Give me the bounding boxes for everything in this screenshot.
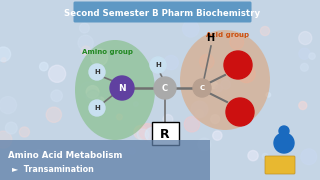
Circle shape bbox=[184, 116, 200, 132]
Circle shape bbox=[81, 46, 91, 55]
Circle shape bbox=[164, 55, 178, 70]
Circle shape bbox=[154, 77, 176, 99]
Circle shape bbox=[279, 126, 289, 136]
Circle shape bbox=[137, 129, 149, 141]
Text: Amino group: Amino group bbox=[83, 49, 133, 55]
Circle shape bbox=[134, 125, 148, 139]
Circle shape bbox=[145, 127, 159, 141]
Circle shape bbox=[300, 63, 308, 71]
Text: Amino Acid Metabolism: Amino Acid Metabolism bbox=[8, 150, 122, 159]
Circle shape bbox=[97, 97, 104, 105]
Circle shape bbox=[211, 82, 218, 89]
Circle shape bbox=[36, 149, 41, 154]
Circle shape bbox=[2, 58, 6, 62]
Circle shape bbox=[121, 13, 127, 19]
Circle shape bbox=[154, 125, 165, 137]
Circle shape bbox=[80, 82, 97, 99]
Circle shape bbox=[260, 26, 269, 36]
Circle shape bbox=[150, 57, 166, 73]
Circle shape bbox=[221, 80, 230, 89]
Text: H: H bbox=[206, 33, 214, 43]
Text: R: R bbox=[160, 127, 170, 141]
Circle shape bbox=[301, 149, 317, 165]
Circle shape bbox=[89, 100, 105, 116]
Circle shape bbox=[182, 21, 199, 37]
Circle shape bbox=[51, 90, 62, 102]
Text: C: C bbox=[199, 85, 204, 91]
Circle shape bbox=[0, 131, 12, 148]
Circle shape bbox=[211, 115, 220, 123]
Circle shape bbox=[91, 49, 108, 66]
Circle shape bbox=[299, 102, 307, 110]
Circle shape bbox=[262, 153, 268, 159]
Circle shape bbox=[238, 65, 255, 83]
Text: C: C bbox=[162, 84, 168, 93]
Circle shape bbox=[299, 48, 310, 59]
Circle shape bbox=[224, 51, 252, 79]
Circle shape bbox=[116, 114, 122, 120]
Circle shape bbox=[0, 47, 11, 62]
Text: H: H bbox=[94, 105, 100, 111]
Ellipse shape bbox=[75, 40, 155, 140]
Circle shape bbox=[215, 85, 222, 92]
Circle shape bbox=[266, 93, 271, 97]
Text: Acid group: Acid group bbox=[206, 32, 250, 38]
FancyBboxPatch shape bbox=[151, 122, 179, 145]
Bar bbox=[0, 140, 210, 180]
Circle shape bbox=[86, 86, 99, 98]
Circle shape bbox=[40, 62, 48, 71]
Circle shape bbox=[46, 107, 61, 122]
Circle shape bbox=[163, 114, 173, 125]
Circle shape bbox=[19, 127, 29, 137]
Circle shape bbox=[196, 110, 203, 117]
FancyBboxPatch shape bbox=[265, 156, 295, 174]
Circle shape bbox=[110, 76, 134, 100]
Circle shape bbox=[79, 23, 89, 33]
Circle shape bbox=[5, 122, 17, 134]
Circle shape bbox=[193, 79, 211, 97]
Circle shape bbox=[226, 98, 254, 126]
Circle shape bbox=[89, 64, 105, 80]
Text: H: H bbox=[155, 62, 161, 68]
Circle shape bbox=[78, 35, 93, 50]
Circle shape bbox=[49, 65, 66, 82]
Text: H: H bbox=[94, 69, 100, 75]
Text: ►  Transamination: ► Transamination bbox=[12, 165, 94, 174]
Ellipse shape bbox=[180, 30, 270, 130]
Circle shape bbox=[198, 138, 211, 151]
Circle shape bbox=[309, 53, 315, 59]
Circle shape bbox=[139, 123, 156, 140]
Text: Second Semester B Pharm Biochemistry: Second Semester B Pharm Biochemistry bbox=[64, 8, 260, 17]
Circle shape bbox=[86, 90, 100, 104]
Circle shape bbox=[0, 96, 17, 114]
Circle shape bbox=[200, 54, 214, 69]
Circle shape bbox=[191, 101, 208, 118]
Circle shape bbox=[213, 131, 222, 140]
Circle shape bbox=[248, 150, 258, 161]
Circle shape bbox=[243, 64, 250, 71]
FancyBboxPatch shape bbox=[74, 1, 252, 22]
Circle shape bbox=[274, 133, 294, 153]
Circle shape bbox=[200, 84, 210, 95]
Circle shape bbox=[299, 31, 312, 45]
Circle shape bbox=[134, 102, 138, 106]
Circle shape bbox=[129, 148, 135, 154]
Text: N: N bbox=[118, 84, 126, 93]
Circle shape bbox=[230, 35, 244, 49]
